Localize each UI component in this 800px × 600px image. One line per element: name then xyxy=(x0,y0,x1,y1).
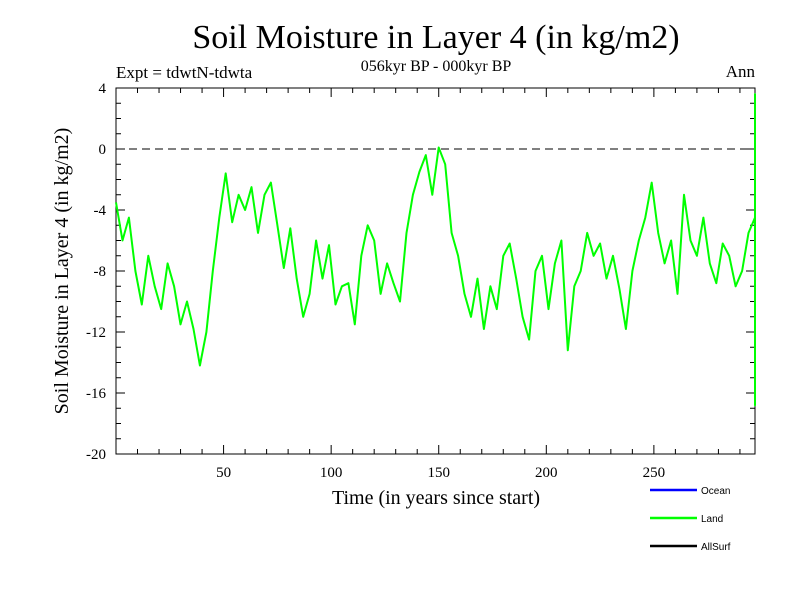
legend-label-land: Land xyxy=(701,514,723,525)
axis-tick-labels: 50 100 150 200 250 4 0 -4 -8 -12 -16 -20 xyxy=(86,81,665,481)
legend-label-allsurf: AllSurf xyxy=(701,542,731,553)
y-tick-label: -12 xyxy=(86,325,106,341)
y-tick-label: -8 xyxy=(94,264,107,280)
legend-label-ocean: Ocean xyxy=(701,486,730,497)
y-tick-label: 0 xyxy=(99,142,107,158)
x-tick-label: 200 xyxy=(535,465,558,481)
y-axis-label: Soil Moisture in Layer 4 (in kg/m2) xyxy=(51,128,73,415)
legend: Ocean Land AllSurf xyxy=(650,486,731,553)
chart-title: Soil Moisture in Layer 4 (in kg/m2) xyxy=(192,19,679,56)
axis-ticks xyxy=(116,88,755,454)
x-axis-label: Time (in years since start) xyxy=(332,487,540,509)
x-tick-label: 100 xyxy=(320,465,343,481)
y-tick-label: 4 xyxy=(99,81,107,97)
chart-subtitle: 056kyr BP - 000kyr BP xyxy=(361,58,512,75)
experiment-label: Expt = tdwtN-tdwta xyxy=(116,63,253,82)
y-tick-label: -16 xyxy=(86,386,106,402)
y-tick-label: -4 xyxy=(94,203,107,219)
x-tick-label: 50 xyxy=(216,465,231,481)
season-label: Ann xyxy=(726,62,756,81)
x-tick-label: 150 xyxy=(427,465,450,481)
series-line-land xyxy=(115,93,756,407)
y-tick-label: -20 xyxy=(86,447,106,463)
x-tick-label: 250 xyxy=(643,465,666,481)
